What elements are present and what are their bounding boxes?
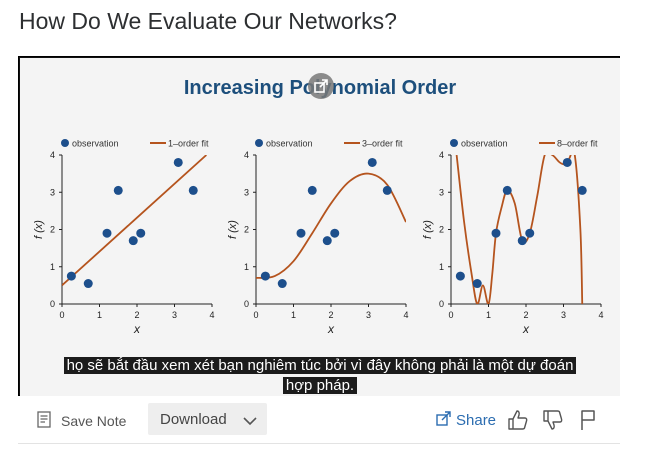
- x-axis-label: x: [522, 322, 530, 336]
- observation-point: [491, 228, 501, 238]
- x-tick-label: 1: [291, 310, 296, 320]
- fit-line: [62, 155, 207, 287]
- save-note-label: Save Note: [61, 413, 127, 429]
- x-tick-label: 3: [366, 310, 371, 320]
- legend-fit-label: 3–order fit: [362, 139, 403, 149]
- observation-point: [296, 228, 306, 238]
- x-tick-label: 0: [253, 310, 258, 320]
- legend-observation-marker: [61, 139, 69, 147]
- y-tick-label: 1: [244, 262, 249, 272]
- y-axis-label: f (x): [33, 220, 45, 239]
- x-tick-label: 4: [403, 310, 408, 320]
- x-tick-label: 4: [598, 310, 603, 320]
- observation-point: [136, 228, 146, 238]
- observation-point: [113, 185, 123, 195]
- y-tick-label: 1: [50, 262, 55, 272]
- legend-observation-marker: [255, 139, 263, 147]
- observation-point: [472, 279, 482, 289]
- legend-observation-label: observation: [461, 139, 508, 149]
- observation-point: [66, 271, 76, 281]
- x-tick-label: 0: [59, 310, 64, 320]
- observation-point: [128, 236, 138, 246]
- observation-point: [322, 236, 332, 246]
- observation-point: [188, 185, 198, 195]
- observation-point: [260, 271, 270, 281]
- y-tick-label: 2: [244, 225, 249, 235]
- chevron-down-icon: [243, 413, 257, 430]
- observation-point: [307, 185, 317, 195]
- legend-observation-label: observation: [266, 139, 313, 149]
- observation-point: [502, 185, 512, 195]
- observation-point: [277, 279, 287, 289]
- x-tick-label: 3: [172, 310, 177, 320]
- x-tick-label: 2: [328, 310, 333, 320]
- legend-observation-marker: [450, 139, 458, 147]
- y-tick-label: 4: [50, 150, 55, 160]
- y-axis-label: f (x): [227, 220, 239, 239]
- y-axis-label: f (x): [422, 220, 434, 239]
- flag-icon[interactable]: [579, 409, 597, 436]
- download-label: Download: [160, 410, 227, 428]
- divider: [18, 443, 620, 444]
- y-tick-label: 2: [50, 225, 55, 235]
- x-tick-label: 4: [209, 310, 214, 320]
- y-tick-label: 0: [50, 299, 55, 309]
- observation-point: [173, 157, 183, 167]
- y-tick-label: 4: [439, 150, 444, 160]
- download-dropdown[interactable]: Download: [148, 403, 267, 435]
- x-tick-label: 2: [134, 310, 139, 320]
- observation-point: [330, 228, 340, 238]
- observation-point: [102, 228, 112, 238]
- legend-observation-label: observation: [72, 139, 119, 149]
- observation-point: [367, 157, 377, 167]
- plots-figure: 0 1 2 3 4 0 1 2 3 4 x f (x) observation 1–order fit 0 1…: [33, 139, 604, 337]
- lecture-toolbar: Save Note Download Share: [18, 401, 620, 441]
- x-tick-label: 0: [448, 310, 453, 320]
- observation-point: [562, 157, 572, 167]
- x-tick-label: 1: [97, 310, 102, 320]
- y-tick-label: 2: [439, 225, 444, 235]
- y-tick-label: 3: [244, 187, 249, 197]
- legend-fit-label: 1–order fit: [168, 139, 209, 149]
- y-tick-label: 1: [439, 262, 444, 272]
- y-tick-label: 3: [439, 187, 444, 197]
- y-tick-label: 0: [244, 299, 249, 309]
- observation-point: [517, 236, 527, 246]
- x-axis-label: x: [133, 322, 141, 336]
- observation-point: [83, 279, 93, 289]
- x-tick-label: 1: [486, 310, 491, 320]
- observation-point: [455, 271, 465, 281]
- caption-line-1: họ sẽ bắt đầu xem xét bạn nghiêm túc bởi…: [63, 357, 577, 374]
- page-title: How Do We Evaluate Our Networks?: [19, 8, 397, 34]
- share-button[interactable]: Share: [436, 411, 496, 430]
- y-tick-label: 0: [439, 299, 444, 309]
- save-note-button[interactable]: Save Note: [37, 409, 126, 433]
- legend-fit-label: 8–order fit: [557, 139, 598, 149]
- popout-icon[interactable]: [308, 73, 334, 99]
- note-icon: [37, 411, 51, 431]
- x-tick-label: 2: [523, 310, 528, 320]
- x-axis-label: x: [327, 322, 335, 336]
- share-icon: [436, 411, 451, 430]
- share-label: Share: [456, 412, 497, 429]
- y-tick-label: 3: [50, 187, 55, 197]
- y-tick-label: 4: [244, 150, 249, 160]
- thumbs-down-icon[interactable]: [542, 409, 564, 436]
- observation-point: [382, 185, 392, 195]
- caption-line-2: hợp pháp.: [282, 377, 358, 394]
- observation-point: [577, 185, 587, 195]
- x-tick-label: 3: [561, 310, 566, 320]
- fit-line: [256, 172, 406, 279]
- thumbs-up-icon[interactable]: [507, 409, 529, 436]
- observation-point: [525, 228, 535, 238]
